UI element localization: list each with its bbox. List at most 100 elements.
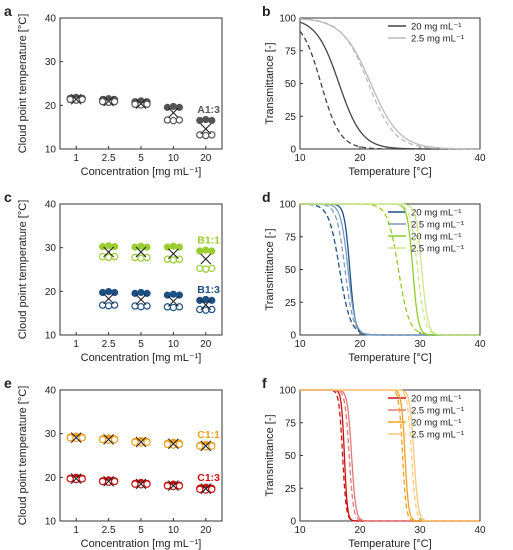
series-line-dashed xyxy=(299,30,480,150)
x-tick-label: 20 xyxy=(354,525,366,536)
point-open xyxy=(104,98,113,107)
group-label: C1:1 xyxy=(197,429,220,441)
cross-stroke xyxy=(168,107,179,119)
point-cross xyxy=(70,93,82,105)
y-axis-label: Cloud point temperature [°C] xyxy=(17,14,29,154)
point-cross xyxy=(200,483,212,495)
y-tick-label: 100 xyxy=(279,386,296,397)
legend-label: 20 mg mL⁻¹ xyxy=(411,22,461,33)
x-tick-label: 10 xyxy=(294,339,306,350)
point-cross xyxy=(168,295,179,307)
group-label-ratio: 1:1 xyxy=(205,235,220,247)
cross-stroke xyxy=(200,123,212,135)
panel-f: f 0 25 50 75 100 Transmittance [-] Temperature … xyxy=(262,375,486,550)
cross-stroke xyxy=(168,480,179,492)
x-tick-label: 5 xyxy=(138,339,144,350)
group-label: B1:3 xyxy=(197,284,220,296)
x-tick-label: 20 xyxy=(200,153,212,164)
group-label-ratio: 1:3 xyxy=(205,472,220,484)
y-tick-label: 40 xyxy=(45,386,57,397)
point-open xyxy=(137,481,145,489)
panel-letter-e: e xyxy=(4,375,12,391)
point-filled xyxy=(105,288,113,296)
y-axis-label: Transmittance [-] xyxy=(264,414,276,496)
x-axis-label: Temperature [°C] xyxy=(348,538,431,550)
series-1: 2.5 mg mL⁻¹ xyxy=(300,389,480,522)
point-cross xyxy=(135,98,147,109)
group-label: C1:3 xyxy=(197,472,220,484)
x-tick-label: 30 xyxy=(414,525,426,536)
cross-stroke xyxy=(168,438,179,450)
cross-stroke xyxy=(103,246,114,258)
x-tick-label: 2.5 xyxy=(102,525,116,536)
point-open xyxy=(196,442,204,450)
point-open xyxy=(66,95,74,104)
y-tick-label: 75 xyxy=(285,418,297,429)
point-cross xyxy=(168,248,179,260)
x-tick-label: 30 xyxy=(414,339,426,350)
point-cross xyxy=(200,440,212,452)
y-tick-label: 100 xyxy=(279,14,296,25)
x-tick-label: 10 xyxy=(168,339,180,350)
series-line-dashed xyxy=(300,389,480,522)
point-open xyxy=(202,306,210,314)
cross-stroke xyxy=(103,433,114,445)
point-open xyxy=(143,100,151,108)
point-filled xyxy=(202,295,210,304)
point-filled xyxy=(169,102,177,111)
series-3: 2.5 mg mL⁻¹ xyxy=(300,389,480,522)
point-open xyxy=(131,100,139,108)
legend-label: 20 mg mL⁻¹ xyxy=(411,232,461,243)
series-line-dashed xyxy=(299,18,480,150)
legend-label: 2.5 mg mL⁻¹ xyxy=(411,406,464,417)
point-open xyxy=(137,254,145,262)
x-axis-label: Concentration [mg mL⁻¹] xyxy=(81,352,202,364)
y-tick-label: 10 xyxy=(45,517,57,528)
point-open xyxy=(104,478,113,486)
point-open xyxy=(163,482,172,490)
cross-stroke xyxy=(168,295,179,307)
group-label-letter: C xyxy=(197,472,205,484)
y-tick-label: 30 xyxy=(45,243,57,254)
point-open xyxy=(131,438,139,446)
point-filled xyxy=(169,242,177,250)
y-tick-label: 20 xyxy=(45,287,57,298)
x-tick-label: 5 xyxy=(138,525,144,536)
point-open xyxy=(66,434,74,442)
point-open xyxy=(208,264,216,273)
point-open xyxy=(169,256,178,264)
point-open xyxy=(169,441,178,449)
panel-c: c 10 20 30 40 Cloud point temperature [°C] Con… xyxy=(4,189,223,364)
y-tick-label: 50 xyxy=(285,451,297,462)
series-3: 2.5 mg mL⁻¹ xyxy=(300,203,480,336)
point-open xyxy=(66,475,74,483)
point-open xyxy=(143,438,151,446)
point-open xyxy=(72,475,80,484)
legend-label: 20 mg mL⁻¹ xyxy=(411,418,461,429)
y-tick-label: 25 xyxy=(285,484,297,495)
cross-stroke xyxy=(168,248,179,260)
legend-label: 20 mg mL⁻¹ xyxy=(411,394,461,405)
point-open xyxy=(104,302,113,310)
point-open xyxy=(72,434,80,443)
x-tick-label: 10 xyxy=(168,153,180,164)
cross-stroke xyxy=(135,246,147,258)
point-open xyxy=(137,302,145,311)
panel-b: b 0 25 50 75 100 Transmittance [-] Temperature … xyxy=(262,3,486,178)
point-cross xyxy=(103,293,114,305)
point-open xyxy=(78,95,86,104)
point-open xyxy=(163,440,172,449)
y-tick-label: 20 xyxy=(45,101,57,112)
point-open xyxy=(72,96,80,104)
cross-stroke xyxy=(135,98,147,109)
cross-stroke xyxy=(135,436,147,448)
y-tick-label: 0 xyxy=(290,145,296,156)
series-B1-3: B1:3 xyxy=(98,284,220,314)
y-tick-label: 75 xyxy=(285,46,297,57)
y-tick-label: 0 xyxy=(290,331,296,342)
x-tick-label: 30 xyxy=(414,153,426,164)
point-open xyxy=(202,131,210,140)
x-tick-label: 2.5 xyxy=(102,153,116,164)
point-open xyxy=(137,101,145,109)
